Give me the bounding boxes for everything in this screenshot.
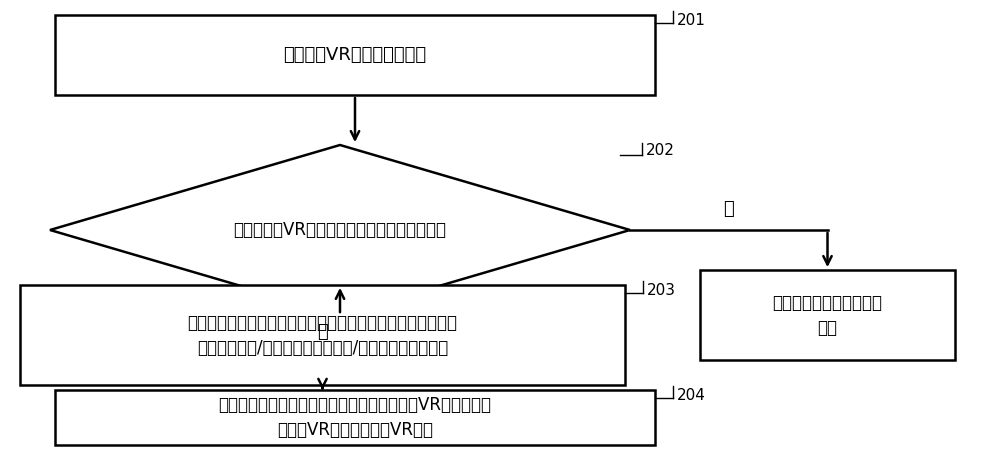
Text: 判断获取的VR用户的眼睛动作是否为主动眨眼: 判断获取的VR用户的眼睛动作是否为主动眨眼 bbox=[234, 221, 446, 239]
Text: 否: 否 bbox=[723, 200, 734, 218]
Text: 实时获取VR用户的眼睛动作: 实时获取VR用户的眼睛动作 bbox=[283, 46, 427, 64]
Text: 201: 201 bbox=[677, 13, 706, 28]
Text: 202: 202 bbox=[646, 143, 675, 158]
Text: 是: 是 bbox=[317, 323, 327, 341]
Text: 根据计算得到的主动眨眼的频率，匹配对应的VR操作指令，
根据该VR操作执行对应VR操作: 根据计算得到的主动眨眼的频率，匹配对应的VR操作指令， 根据该VR操作执行对应V… bbox=[218, 396, 492, 439]
Polygon shape bbox=[50, 145, 630, 315]
Text: 203: 203 bbox=[647, 283, 676, 298]
Bar bbox=[20, 285, 625, 385]
Bar bbox=[55, 390, 655, 445]
Bar bbox=[55, 15, 655, 95]
Text: 204: 204 bbox=[677, 388, 706, 403]
Text: 不作进一步处理，结束本
流程: 不作进一步处理，结束本 流程 bbox=[772, 294, 883, 337]
Text: 根据获取的眼睛动作信息，计算主动眨眼的频率，包括：左眼
眨动频率、或/和右眼眨动频率、或/和双眼同时眨动频率: 根据获取的眼睛动作信息，计算主动眨眼的频率，包括：左眼 眨动频率、或/和右眼眨动… bbox=[188, 313, 458, 356]
Bar bbox=[700, 270, 955, 360]
